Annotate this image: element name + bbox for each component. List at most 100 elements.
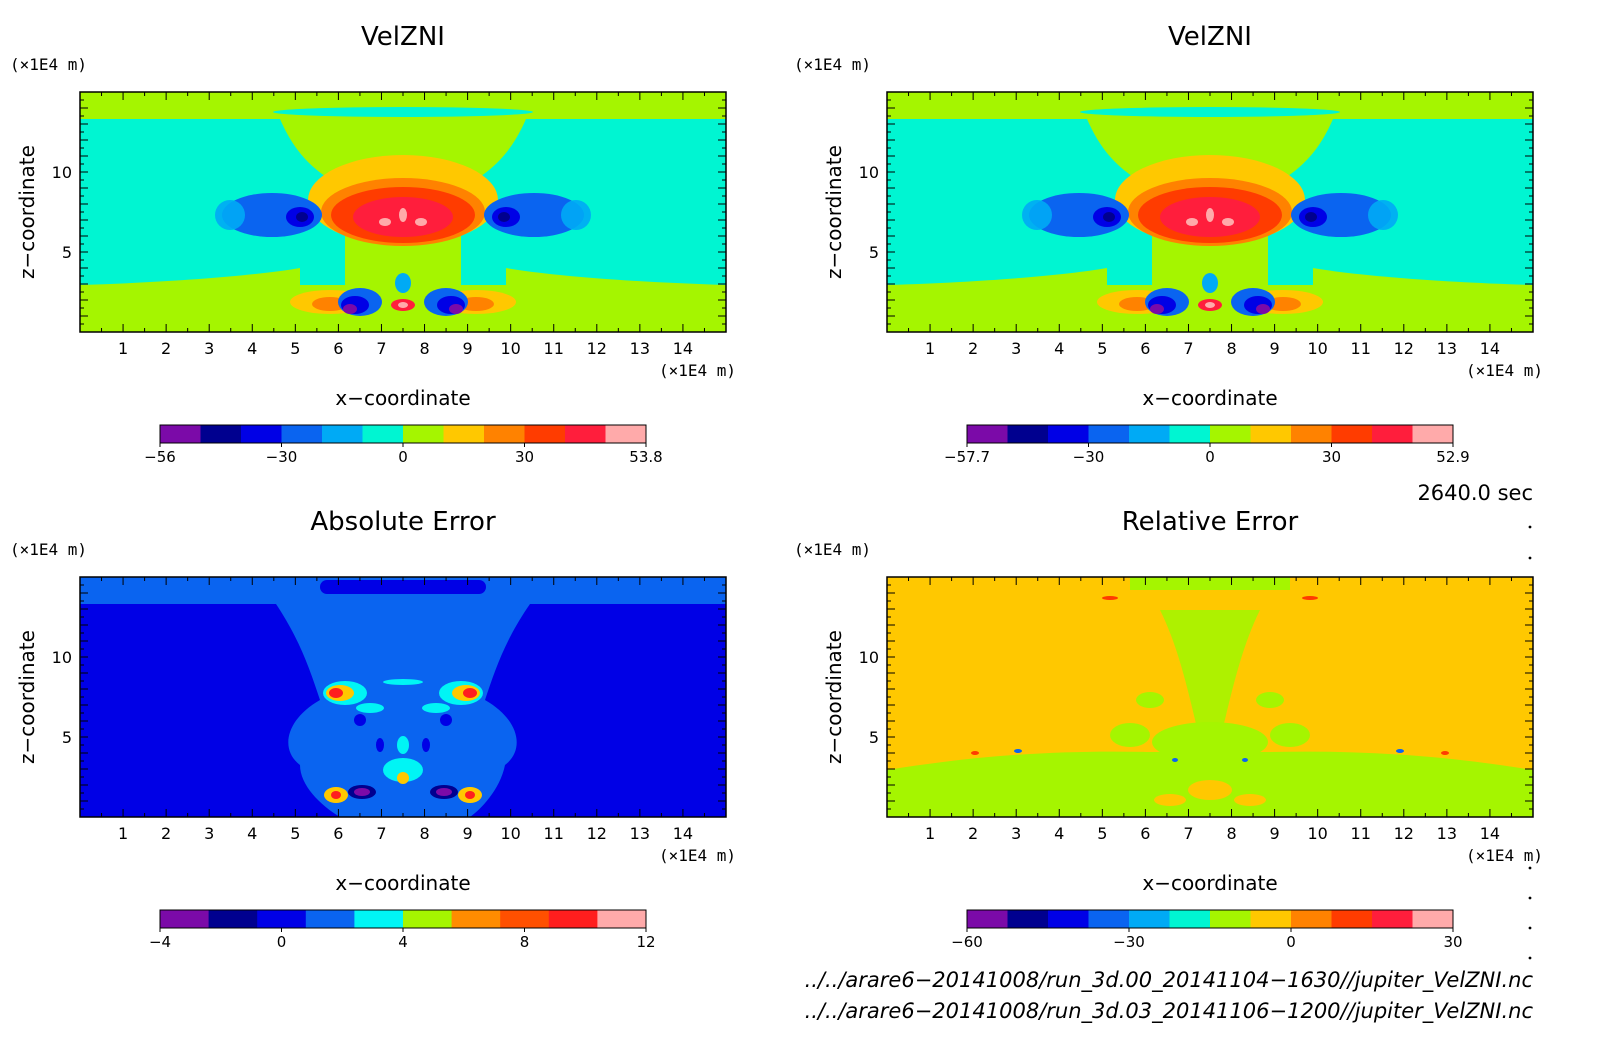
contour-field — [887, 92, 1533, 332]
x-tick-label: 6 — [333, 824, 343, 843]
colorbar-label: 8 — [520, 933, 530, 951]
x-tick-label: 13 — [630, 339, 650, 358]
x-tick-label: 5 — [1097, 339, 1107, 358]
colorbar-swatch — [208, 910, 258, 928]
y-tick-label: 5 — [62, 728, 72, 747]
panel-title: VelZNI — [1168, 22, 1252, 52]
colorbar-swatch — [1129, 425, 1170, 443]
x-axis-label: x−coordinate — [335, 386, 470, 410]
x-tick-label: 14 — [1480, 339, 1500, 358]
x-axis-label: x−coordinate — [1142, 871, 1277, 895]
y-tick-label: 5 — [869, 243, 879, 262]
colorbar-swatch — [565, 425, 606, 443]
colorbar: −60 −30 0 30 — [951, 909, 1463, 951]
y-unit-label: (×1E4 m) — [794, 540, 871, 559]
x-tick-label: 4 — [247, 824, 257, 843]
colorbar-swatch — [1291, 425, 1332, 443]
colorbar-label: 12 — [636, 933, 655, 951]
x-axis-label: x−coordinate — [1142, 386, 1277, 410]
x-tick-label: 8 — [1226, 339, 1236, 358]
colorbar-swatch — [354, 910, 404, 928]
x-tick-label: 8 — [1226, 824, 1236, 843]
x-tick-label: 5 — [290, 339, 300, 358]
colorbar-label: −56 — [144, 448, 176, 466]
colorbar-swatch — [1007, 910, 1049, 928]
x-tick-label: 7 — [1183, 824, 1193, 843]
colorbar-swatch — [1048, 425, 1089, 443]
colorbar-swatch — [1372, 425, 1413, 443]
x-tick-label: 8 — [419, 824, 429, 843]
y-tick-label: 5 — [869, 728, 879, 747]
y-tick-label: 10 — [859, 163, 879, 182]
x-tick-label: 4 — [1054, 824, 1064, 843]
panel-velzni-2: VelZNI (×1E4 m) — [794, 22, 1543, 466]
y-axis-label: z−coordinate — [822, 630, 846, 764]
x-tick-label: 9 — [463, 824, 473, 843]
colorbar-swatch — [500, 910, 550, 928]
colorbar-swatch — [1372, 910, 1413, 928]
colorbar-swatch — [548, 910, 598, 928]
x-tick-label: 1 — [925, 339, 935, 358]
colorbar-swatch — [1088, 425, 1130, 443]
x-tick-label: 5 — [290, 824, 300, 843]
file-path-2: ../../arare6−20141008/run_3d.03_20141106… — [805, 999, 1534, 1024]
colorbar: −56 −30 0 30 53.8 — [144, 424, 663, 466]
colorbar-swatch — [1250, 910, 1292, 928]
y-tick-label: 10 — [859, 648, 879, 667]
x-tick-label: 4 — [1054, 339, 1064, 358]
contour-field — [80, 577, 726, 817]
x-tick-label: 9 — [1270, 339, 1280, 358]
colorbar-swatch — [967, 910, 1008, 928]
colorbar-swatch — [1412, 910, 1454, 928]
panel-title: Relative Error — [1122, 507, 1299, 537]
file-path-1: ../../arare6−20141008/run_3d.00_20141104… — [805, 968, 1534, 993]
x-axis-label: x−coordinate — [335, 871, 470, 895]
colorbar: −57.7 −30 0 30 52.9 — [944, 424, 1470, 466]
x-tick-label: 6 — [1140, 824, 1150, 843]
colorbar-swatch — [1210, 425, 1251, 443]
colorbar-label: −30 — [266, 448, 298, 466]
y-axis-label: z−coordinate — [822, 145, 846, 279]
x-tick-label: 9 — [1270, 824, 1280, 843]
colorbar-swatch — [443, 425, 485, 443]
x-tick-label: 13 — [1437, 824, 1457, 843]
x-unit-label: (×1E4 m) — [659, 361, 736, 380]
y-tick-label: 10 — [52, 163, 72, 182]
colorbar-swatch — [1048, 910, 1089, 928]
x-tick-label: 13 — [630, 824, 650, 843]
colorbar-label: −30 — [1073, 448, 1105, 466]
x-tick-label: 1 — [118, 339, 128, 358]
y-tick-label: 10 — [52, 648, 72, 667]
colorbar-swatch — [160, 425, 201, 443]
colorbar-label: 0 — [1286, 933, 1296, 951]
x-tick-label: 7 — [376, 824, 386, 843]
colorbar-swatch — [305, 910, 355, 928]
y-unit-label: (×1E4 m) — [794, 55, 871, 74]
x-tick-label: 13 — [1437, 339, 1457, 358]
colorbar-label: 52.9 — [1436, 448, 1469, 466]
x-tick-label: 2 — [161, 824, 171, 843]
x-tick-label: 7 — [376, 339, 386, 358]
x-tick-label: 3 — [1011, 339, 1021, 358]
x-tick-label: 10 — [1307, 824, 1327, 843]
x-tick-label: 3 — [1011, 824, 1021, 843]
x-tick-label: 10 — [1307, 339, 1327, 358]
contour-field — [80, 92, 726, 332]
x-tick-label: 12 — [587, 339, 607, 358]
x-tick-label: 14 — [1480, 824, 1500, 843]
x-tick-label: 6 — [1140, 339, 1150, 358]
colorbar-label: 0 — [398, 448, 408, 466]
colorbar-label: 30 — [1443, 933, 1462, 951]
x-tick-label: 1 — [925, 824, 935, 843]
y-unit-label: (×1E4 m) — [10, 55, 87, 74]
colorbar-label: 30 — [515, 448, 534, 466]
x-tick-label: 9 — [463, 339, 473, 358]
colorbar-swatch — [1331, 425, 1373, 443]
x-unit-label: (×1E4 m) — [659, 846, 736, 865]
colorbar-swatch — [1210, 910, 1251, 928]
